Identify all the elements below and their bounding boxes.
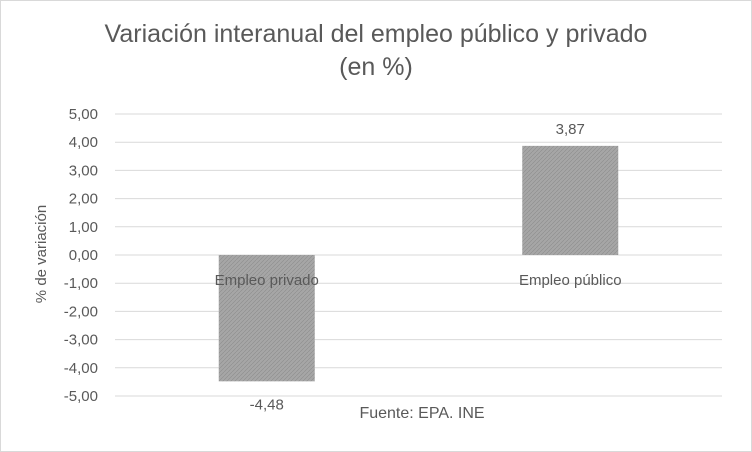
- y-axis-label: % de variación: [33, 205, 50, 303]
- chart-title-line-2: (en %): [339, 53, 413, 81]
- y-tick-label: -2,00: [64, 303, 98, 320]
- y-tick-label: -4,00: [64, 360, 98, 377]
- y-tick-label: 3,00: [69, 162, 98, 179]
- category-label: Empleo privado: [215, 272, 319, 289]
- y-tick-label: -1,00: [64, 275, 98, 292]
- category-label: Empleo público: [519, 272, 622, 289]
- y-tick-label: 2,00: [69, 191, 98, 208]
- bars: [218, 145, 619, 382]
- y-tick-label: -3,00: [64, 332, 98, 349]
- source-note: Fuente: EPA. INE: [359, 405, 484, 422]
- y-tick-label: 1,00: [69, 219, 98, 236]
- y-tick-label: 5,00: [69, 106, 98, 123]
- y-tick-label: 0,00: [69, 247, 98, 264]
- y-tick-label: 4,00: [69, 134, 98, 151]
- bar: [218, 255, 315, 382]
- bar: [522, 145, 619, 255]
- chart-title-line-1: Variación interanual del empleo público …: [104, 20, 648, 48]
- y-tick-label: -5,00: [64, 388, 98, 405]
- chart-title: Variación interanual del empleo público …: [0, 18, 752, 84]
- data-label: -4,48: [250, 396, 284, 413]
- data-label: 3,87: [556, 121, 585, 138]
- gridlines: 5,00 4,00 3,00 2,00 1,00 0,00 -1,00 -2,00 -3,00 -…: [64, 106, 722, 405]
- labels: Empleo privado -4,48 Empleo público 3,87: [215, 121, 622, 413]
